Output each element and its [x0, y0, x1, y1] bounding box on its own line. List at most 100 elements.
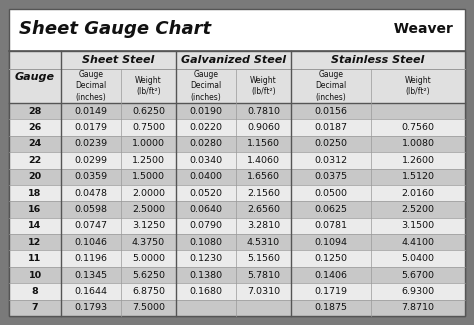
Text: 10: 10 — [28, 270, 42, 280]
Text: 0.0375: 0.0375 — [314, 172, 347, 181]
Text: 0.0149: 0.0149 — [74, 107, 108, 116]
Text: 0.0747: 0.0747 — [74, 221, 108, 230]
Text: 5.0400: 5.0400 — [401, 254, 435, 263]
Text: 0.0359: 0.0359 — [74, 172, 108, 181]
Text: 6.8750: 6.8750 — [132, 287, 165, 296]
Text: 0.9060: 0.9060 — [247, 123, 280, 132]
Text: 0.1875: 0.1875 — [315, 303, 347, 312]
Text: 5.6700: 5.6700 — [401, 270, 435, 280]
Text: 1.5000: 1.5000 — [132, 172, 165, 181]
FancyBboxPatch shape — [9, 169, 465, 185]
Text: 3.1250: 3.1250 — [132, 221, 165, 230]
Text: 12: 12 — [28, 238, 42, 247]
Text: 0.7500: 0.7500 — [132, 123, 165, 132]
FancyBboxPatch shape — [9, 51, 465, 103]
Text: 0.1680: 0.1680 — [190, 287, 222, 296]
FancyBboxPatch shape — [9, 119, 465, 136]
Text: 22: 22 — [28, 156, 42, 165]
Text: 2.1560: 2.1560 — [247, 188, 280, 198]
Text: Sheet Steel: Sheet Steel — [82, 55, 155, 65]
Text: 0.1380: 0.1380 — [189, 270, 222, 280]
Text: 0.7560: 0.7560 — [401, 123, 435, 132]
Text: 0.0340: 0.0340 — [189, 156, 222, 165]
Text: 0.0187: 0.0187 — [315, 123, 347, 132]
Text: 0.1345: 0.1345 — [74, 270, 108, 280]
Text: 26: 26 — [28, 123, 42, 132]
Text: 2.6560: 2.6560 — [247, 205, 280, 214]
Text: 0.1196: 0.1196 — [74, 254, 108, 263]
Text: 3.1500: 3.1500 — [401, 221, 435, 230]
Text: 1.4060: 1.4060 — [247, 156, 280, 165]
Text: Weight
(lb/ft²): Weight (lb/ft²) — [135, 76, 162, 97]
Text: 20: 20 — [28, 172, 42, 181]
Text: 0.0598: 0.0598 — [74, 205, 108, 214]
Text: 7.5000: 7.5000 — [132, 303, 165, 312]
Text: Gauge
Decimal
(inches): Gauge Decimal (inches) — [75, 70, 107, 102]
Text: 0.0299: 0.0299 — [74, 156, 108, 165]
Text: 24: 24 — [28, 139, 42, 149]
Text: 4.3750: 4.3750 — [132, 238, 165, 247]
Text: 11: 11 — [28, 254, 42, 263]
Text: 5.0000: 5.0000 — [132, 254, 165, 263]
Text: 7: 7 — [32, 303, 38, 312]
Text: 1.2600: 1.2600 — [401, 156, 435, 165]
Text: 2.0000: 2.0000 — [132, 188, 165, 198]
Text: 0.0400: 0.0400 — [190, 172, 222, 181]
Text: 0.1046: 0.1046 — [74, 238, 108, 247]
Text: 0.0280: 0.0280 — [190, 139, 222, 149]
FancyBboxPatch shape — [9, 251, 465, 267]
Text: 2.5200: 2.5200 — [401, 205, 435, 214]
Text: 0.1080: 0.1080 — [190, 238, 222, 247]
Text: 5.6250: 5.6250 — [132, 270, 165, 280]
Text: 28: 28 — [28, 107, 42, 116]
Text: 1.0000: 1.0000 — [132, 139, 165, 149]
FancyBboxPatch shape — [9, 185, 465, 201]
Text: 8: 8 — [32, 287, 38, 296]
Text: 0.0520: 0.0520 — [190, 188, 222, 198]
Text: 3.2810: 3.2810 — [247, 221, 280, 230]
Text: 0.0190: 0.0190 — [190, 107, 222, 116]
Text: 0.0250: 0.0250 — [315, 139, 347, 149]
Text: 4.5310: 4.5310 — [247, 238, 280, 247]
Text: 1.6560: 1.6560 — [247, 172, 280, 181]
FancyBboxPatch shape — [9, 9, 465, 316]
Text: Weight
(lb/ft²): Weight (lb/ft²) — [405, 76, 431, 97]
Text: 6.9300: 6.9300 — [401, 287, 435, 296]
Text: 0.1230: 0.1230 — [189, 254, 222, 263]
Text: 0.6250: 0.6250 — [132, 107, 165, 116]
Text: 0.1406: 0.1406 — [315, 270, 347, 280]
FancyBboxPatch shape — [9, 201, 465, 218]
Text: 14: 14 — [28, 221, 42, 230]
Text: Sheet Gauge Chart: Sheet Gauge Chart — [19, 20, 211, 38]
Text: 0.0500: 0.0500 — [315, 188, 347, 198]
Text: Stainless Steel: Stainless Steel — [331, 55, 425, 65]
Text: 0.0239: 0.0239 — [74, 139, 108, 149]
Text: 0.0312: 0.0312 — [314, 156, 347, 165]
FancyBboxPatch shape — [9, 267, 465, 283]
Text: 0.1719: 0.1719 — [315, 287, 347, 296]
Text: Galvanized Steel: Galvanized Steel — [181, 55, 286, 65]
Text: 0.0156: 0.0156 — [315, 107, 347, 116]
Text: 2.0160: 2.0160 — [401, 188, 435, 198]
Text: 0.1793: 0.1793 — [74, 303, 108, 312]
Text: Weight
(lb/ft²): Weight (lb/ft²) — [250, 76, 277, 97]
FancyBboxPatch shape — [9, 103, 465, 119]
Text: 0.0625: 0.0625 — [315, 205, 347, 214]
FancyBboxPatch shape — [9, 283, 465, 300]
Text: 0.0179: 0.0179 — [74, 123, 108, 132]
FancyBboxPatch shape — [9, 300, 465, 316]
Text: 5.7810: 5.7810 — [247, 270, 280, 280]
Text: 7.0310: 7.0310 — [247, 287, 280, 296]
Text: 0.0220: 0.0220 — [190, 123, 222, 132]
Text: 0.0478: 0.0478 — [74, 188, 108, 198]
Text: 1.5120: 1.5120 — [401, 172, 435, 181]
FancyBboxPatch shape — [9, 152, 465, 169]
Text: Gauge
Decimal
(inches): Gauge Decimal (inches) — [315, 70, 346, 102]
Text: 4.4100: 4.4100 — [401, 238, 435, 247]
Text: 0.0781: 0.0781 — [315, 221, 347, 230]
FancyBboxPatch shape — [9, 136, 465, 152]
Text: Weaver: Weaver — [384, 22, 453, 36]
Text: 0.7810: 0.7810 — [247, 107, 280, 116]
Text: 1.0080: 1.0080 — [401, 139, 435, 149]
Text: 16: 16 — [28, 205, 42, 214]
